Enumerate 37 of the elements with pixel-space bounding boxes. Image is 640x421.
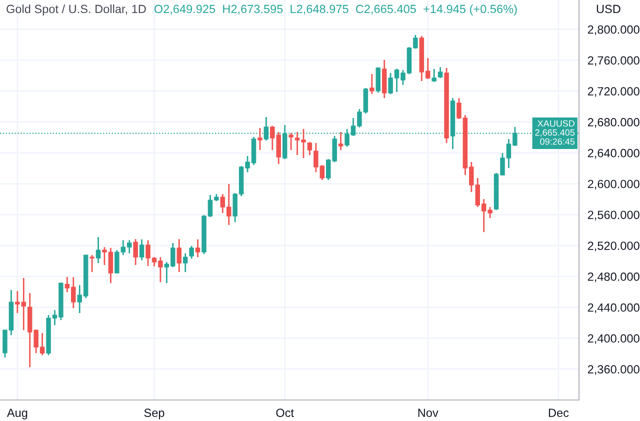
y-tick-label: 2,600.000	[588, 180, 640, 190]
candlestick	[432, 68, 436, 83]
candlestick	[182, 252, 188, 273]
chart-subtitle: O2,649.925 H2,673.595 L2,648.975 C2,665.405 +14.945 (+0.56%)	[154, 4, 517, 16]
chart-title: Gold Spot / U.S. Dollar, 1D	[6, 4, 146, 16]
x-tick-label: Oct	[276, 408, 294, 418]
y-tick-label: 2,680.000	[588, 118, 640, 128]
candlestick	[438, 66, 443, 79]
candlestick	[133, 238, 138, 266]
y-tick-label: 2,360.000	[588, 365, 640, 375]
y-axis-title: USD	[596, 4, 620, 14]
candlestick	[96, 236, 101, 264]
x-tick-label: Dec	[548, 408, 569, 418]
candlestick	[189, 245, 194, 260]
candlestick	[258, 127, 262, 151]
y-tick-label: 2,440.000	[588, 303, 640, 314]
candlestick	[139, 238, 144, 261]
candlestick	[370, 73, 374, 95]
candlestick	[307, 141, 312, 156]
candlestick	[338, 131, 344, 151]
y-tick-label: 2,480.000	[588, 272, 640, 282]
y-tick-label: 2,640.000	[588, 148, 640, 159]
x-tick-label: Sep	[144, 408, 164, 420]
y-tick-label: 2,760.000	[588, 56, 640, 66]
y-tick-label: 2,520.000	[588, 242, 640, 252]
candlestick	[376, 66, 380, 94]
candlestick	[288, 132, 294, 151]
candlestick	[195, 238, 200, 258]
y-tick-label: 2,400.000	[588, 334, 640, 344]
ref-line-label: XAUUSD 2,665.405 09:26:45	[535, 120, 575, 145]
candlestick	[176, 238, 182, 273]
y-tick-label: 2,720.000	[588, 87, 640, 97]
x-tick-label: Aug	[6, 408, 28, 420]
x-tick-label: Nov	[418, 408, 438, 418]
y-tick-label: 2,800.000	[588, 25, 640, 36]
candlestick	[90, 254, 94, 273]
y-tick-label: 2,560.000	[588, 210, 640, 220]
